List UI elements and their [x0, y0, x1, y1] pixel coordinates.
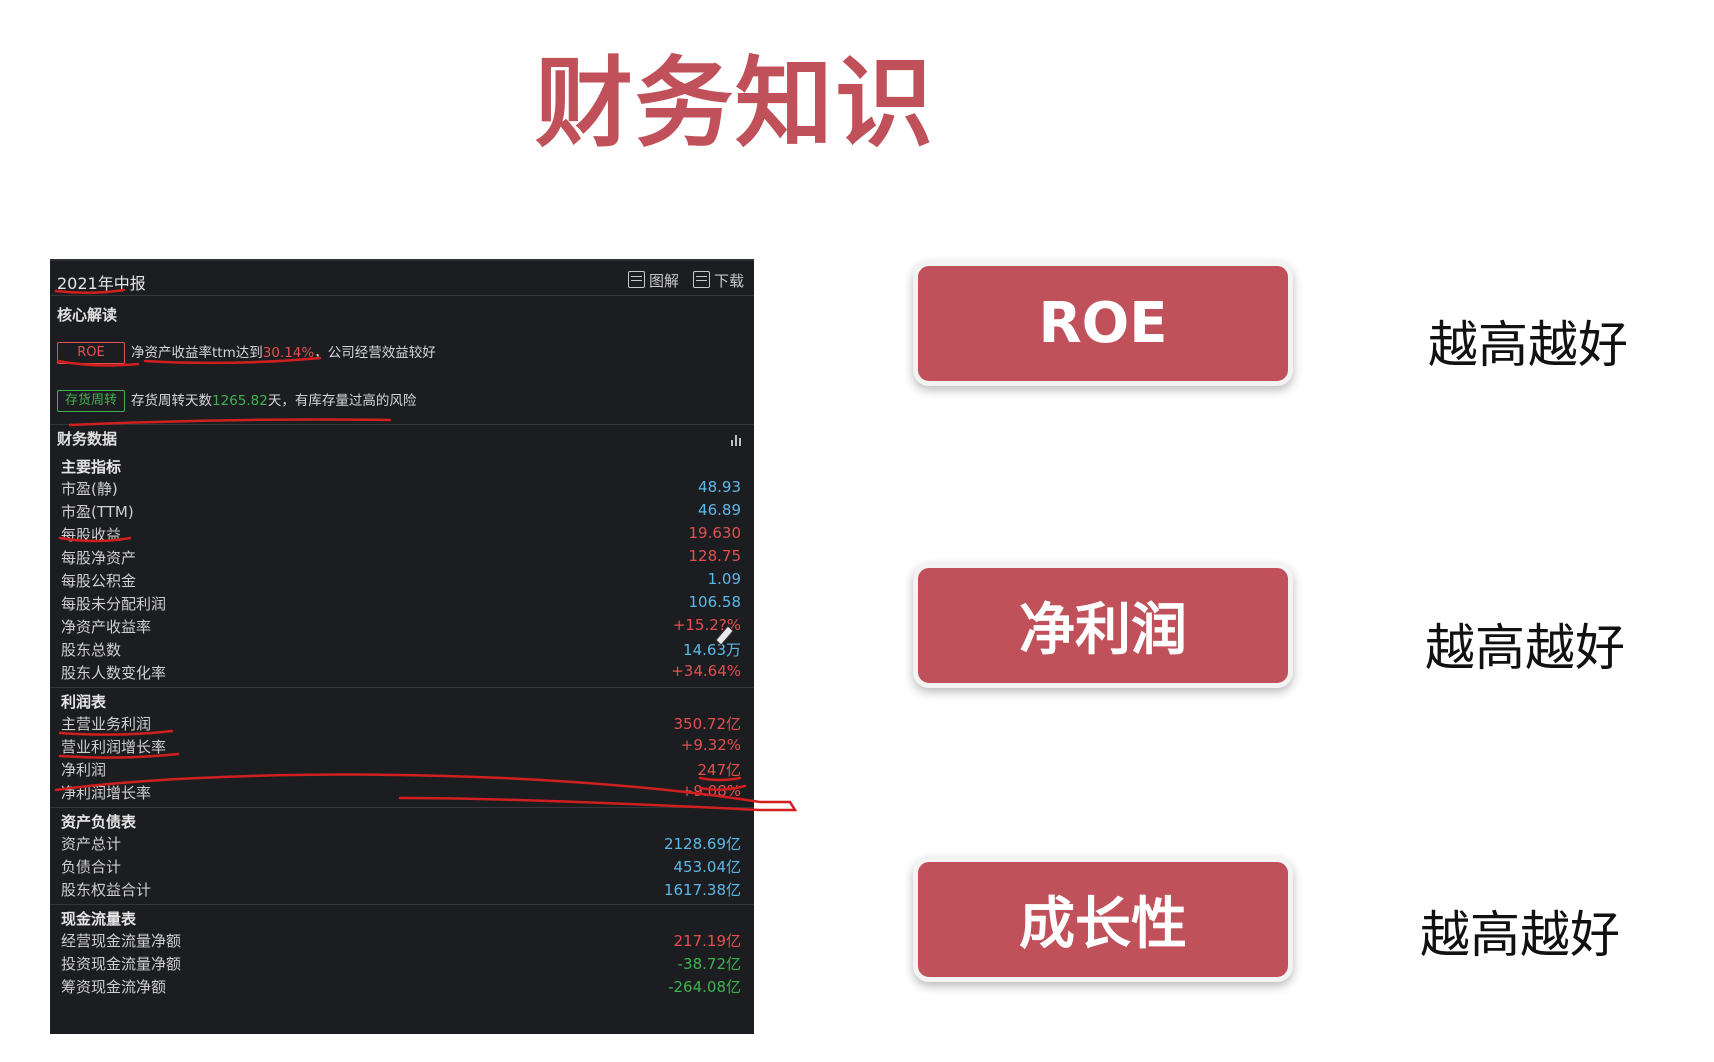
row-value: +34.64%: [671, 662, 741, 680]
insight-inventory: 存货周转 存货周转天数1265.82天，有库存量过高的风险: [57, 389, 417, 412]
row-value: -38.72亿: [677, 955, 741, 973]
row-label: 经营现金流量净额: [61, 932, 182, 950]
divider: [50, 687, 754, 688]
insight-roe: ROE 净资产收益率ttm达到30.14%，公司经营效益较好: [57, 341, 436, 364]
row-label: 市盈(静): [61, 480, 118, 498]
row-label: 负债合计: [61, 858, 122, 876]
row-value: +9.32%: [680, 736, 741, 754]
data-row[interactable]: 股东总数 14.63万: [61, 639, 741, 661]
roe-note: 越高越好: [1428, 316, 1628, 374]
financial-panel: 2021年中报 图解 下载 核心解读 ROE 净资产收益率ttm达到30.14%，…: [50, 259, 754, 1034]
data-row[interactable]: 筹资现金流净额 -264.08亿: [61, 976, 741, 998]
row-label: 股东权益合计: [61, 881, 152, 899]
growth-card[interactable]: 成长性: [913, 857, 1293, 982]
row-label: 资产总计: [61, 835, 122, 853]
row-value: 128.75: [688, 547, 742, 565]
row-label: 筹资现金流净额: [61, 978, 167, 996]
data-row[interactable]: 经营现金流量净额 217.19亿: [61, 930, 741, 952]
data-row[interactable]: 投资现金流量净额 -38.72亿: [61, 953, 741, 975]
group-title: 利润表: [61, 693, 107, 711]
data-row[interactable]: 每股收益 19.630: [61, 524, 741, 546]
group-title: 主要指标: [61, 458, 122, 476]
row-label: 营业利润增长率: [61, 738, 167, 756]
divider: [50, 904, 754, 905]
bar-chart-icon[interactable]: [730, 434, 742, 446]
data-row[interactable]: 主营业务利润 350.72亿: [61, 713, 741, 735]
fin-section-title: 财务数据: [57, 430, 118, 448]
row-value: 1617.38亿: [663, 881, 741, 899]
group-title: 资产负债表: [61, 813, 137, 831]
growth-note: 越高越好: [1420, 906, 1620, 964]
row-label: 净资产收益率: [61, 618, 152, 636]
row-label: 股东人数变化率: [61, 664, 167, 682]
data-row[interactable]: 股东人数变化率 +34.64%: [61, 662, 741, 684]
row-label: 每股收益: [61, 526, 122, 544]
row-value: 14.63万: [683, 641, 741, 659]
row-value: 106.58: [688, 593, 742, 611]
row-value: -264.08亿: [668, 978, 741, 996]
data-row[interactable]: 每股公积金 1.09: [61, 570, 741, 592]
insight-roe-text: 净资产收益率ttm达到: [131, 345, 263, 361]
slide-title: 财务知识: [535, 47, 936, 161]
row-value: 453.04亿: [673, 858, 742, 876]
row-value: 48.93: [698, 478, 741, 496]
diagram-icon: [628, 271, 645, 288]
insight-roe-value: 30.14%: [262, 345, 315, 361]
core-section-title: 核心解读: [57, 306, 118, 324]
row-label: 股东总数: [61, 641, 122, 659]
data-row[interactable]: 净利润 247亿: [61, 759, 741, 781]
row-label: 每股未分配利润: [61, 595, 167, 613]
report-period[interactable]: 2021年中报: [57, 274, 146, 293]
row-value: 19.630: [688, 524, 742, 542]
row-label: 每股净资产: [61, 549, 137, 567]
data-row[interactable]: 负债合计 453.04亿: [61, 856, 741, 878]
net-profit-card[interactable]: 净利润: [913, 563, 1293, 688]
row-value: +15.2?%: [672, 616, 741, 634]
diagram-button[interactable]: 图解: [628, 270, 679, 291]
data-row[interactable]: 市盈(TTM) 46.89: [61, 501, 741, 523]
insight-roe-suffix: ，公司经营效益较好: [314, 345, 436, 361]
inventory-tag[interactable]: 存货周转: [57, 390, 126, 412]
data-row[interactable]: 资产总计 2128.69亿: [61, 833, 741, 855]
download-icon: [693, 271, 710, 288]
row-value: 350.72亿: [673, 715, 742, 733]
insight-inventory-value: 1265.82: [212, 393, 268, 409]
row-label: 净利润: [61, 761, 107, 779]
row-label: 市盈(TTM): [61, 503, 134, 521]
row-label: 每股公积金: [61, 572, 137, 590]
row-value: 46.89: [698, 501, 741, 519]
row-label: 净利润增长率: [61, 784, 152, 802]
download-label: 下载: [714, 272, 745, 290]
data-row[interactable]: 市盈(静) 48.93: [61, 478, 741, 500]
roe-tag[interactable]: ROE: [57, 342, 125, 364]
data-row[interactable]: 净利润增长率 +9.08%: [61, 782, 741, 804]
row-label: 主营业务利润: [61, 715, 152, 733]
divider: [50, 424, 754, 425]
data-row[interactable]: 净资产收益率 +15.2?%: [61, 616, 741, 638]
roe-card[interactable]: ROE: [913, 261, 1293, 386]
row-value: 247亿: [697, 761, 741, 779]
data-row[interactable]: 营业利润增长率 +9.32%: [61, 736, 741, 758]
row-value: 2128.69亿: [663, 835, 741, 853]
group-title: 现金流量表: [61, 910, 137, 928]
row-value: +9.08%: [680, 782, 741, 800]
panel-header: 2021年中报 图解 下载: [50, 261, 754, 296]
data-row[interactable]: 股东权益合计 1617.38亿: [61, 879, 741, 901]
row-value: 1.09: [707, 570, 741, 588]
insight-inventory-text: 存货周转天数: [131, 393, 213, 409]
diagram-label: 图解: [649, 272, 680, 290]
data-row[interactable]: 每股未分配利润 106.58: [61, 593, 741, 615]
row-value: 217.19亿: [673, 932, 742, 950]
net-profit-note: 越高越好: [1425, 619, 1625, 677]
row-label: 投资现金流量净额: [61, 955, 182, 973]
insight-inventory-suffix: 天，有库存量过高的风险: [267, 393, 417, 409]
data-row[interactable]: 每股净资产 128.75: [61, 547, 741, 569]
divider: [50, 807, 754, 808]
download-button[interactable]: 下载: [693, 270, 744, 291]
